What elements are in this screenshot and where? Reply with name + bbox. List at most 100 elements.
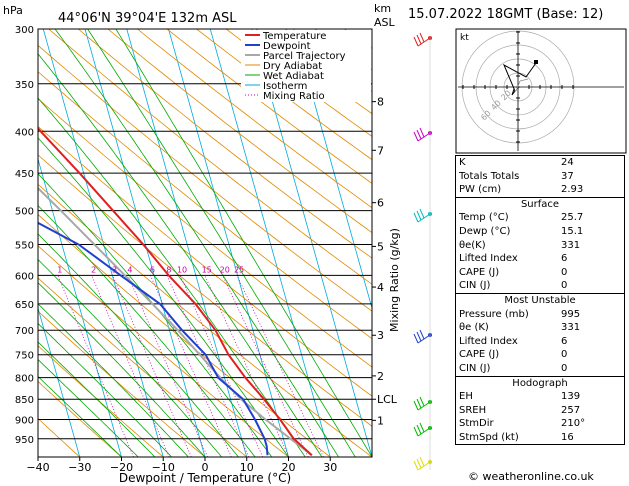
legend-dewpoint: Dewpoint — [263, 41, 311, 52]
wet-adiabat-line — [38, 233, 239, 457]
pressure-tick-label: 700 — [15, 326, 34, 337]
index-name: Totals Totals — [459, 170, 520, 182]
unstable-value: 0 — [561, 349, 568, 361]
surface-name: θe(K) — [459, 239, 486, 251]
mixing-ratio-line — [57, 275, 134, 457]
pressure-tick-label: 400 — [15, 127, 34, 138]
wet-adiabat-line — [38, 358, 139, 457]
surface-value: 0 — [561, 280, 568, 292]
x-tick-label: 0 — [202, 461, 209, 474]
mixing-ratio-label: 3 — [112, 265, 117, 274]
km-tick-label: 3 — [377, 329, 384, 342]
wind-barb-feather — [419, 127, 425, 138]
wind-barb-feather — [419, 456, 425, 467]
mixing-ratio-label: 20 — [220, 265, 230, 274]
isotherm-line — [42, 29, 164, 457]
hodo-row: EH 139 — [456, 390, 625, 404]
hodograph-title: Hodograph — [512, 377, 568, 389]
most-unstable-title: Most Unstable — [504, 294, 576, 306]
unstable-value: 0 — [561, 362, 568, 374]
unstable-value: 995 — [561, 308, 581, 320]
km-tick-label: 5 — [377, 240, 384, 253]
surface-row: CAPE (J) 0 — [456, 266, 625, 280]
hodograph-table: Hodograph EH 139 SREH 257 StmDir 210° StmSpd (… — [455, 375, 625, 446]
unstable-value: 6 — [561, 335, 568, 347]
location-label: 44°06'N 39°04'E 132m ASL — [58, 11, 237, 26]
wind-barb-feather — [413, 333, 419, 344]
hodo-name: SREH — [459, 404, 487, 416]
surface-name: Dewp (°C) — [459, 225, 511, 237]
wind-barb-feather — [416, 458, 422, 469]
km-tick-label: LCL — [377, 393, 398, 406]
wind-barb-feather — [419, 422, 425, 433]
mixing-ratio-axis-label: Mixing Ratio (g/kg) — [388, 228, 401, 332]
hodo-row: SREH 257 — [456, 404, 625, 418]
x-tick-label: 10 — [240, 461, 254, 474]
pressure-tick-label: 900 — [15, 416, 34, 427]
wind-barb-feather — [419, 329, 425, 340]
hodo-value: 257 — [561, 404, 581, 416]
wind-barb-feather — [416, 398, 422, 409]
mixing-ratio-line — [91, 275, 170, 457]
dry-adiabat-line — [38, 310, 206, 457]
surface-row: Temp (°C) 25.7 — [456, 211, 625, 225]
surface-value: 25.7 — [561, 212, 584, 224]
pressure-tick-label: 600 — [15, 271, 34, 282]
plot-area — [38, 29, 372, 457]
credit-label: © weatheronline.co.uk — [468, 470, 594, 483]
wind-barb-feather — [413, 36, 419, 47]
km-tick-label: 7 — [377, 144, 384, 157]
legend: Temperature Dewpoint Parcel Trajectory D… — [245, 31, 346, 102]
surface-value: 0 — [561, 266, 568, 278]
dry-adiabat-line — [196, 29, 372, 161]
hodo-name: StmSpd (kt) — [459, 431, 519, 443]
mixing-ratio-label: 8 — [166, 265, 171, 274]
surface-row: CIN (J) 0 — [456, 279, 625, 293]
isotherm-line — [84, 29, 206, 457]
hodograph-shear-vector — [515, 78, 529, 92]
mixing-ratio-line — [204, 275, 290, 457]
wet-adiabat-line — [38, 173, 273, 457]
legend-temperature: Temperature — [262, 31, 326, 42]
hodo-value: 139 — [561, 391, 581, 403]
wet-adiabat-line — [38, 322, 172, 457]
dry-adiabat-line — [38, 417, 81, 457]
index-name: PW (cm) — [459, 184, 502, 196]
indices-panel: K 24 Totals Totals 37 PW (cm) 2.93 Surface Te… — [455, 155, 625, 446]
hodo-row: StmSpd (kt) 16 — [456, 431, 625, 445]
unstable-row: Lifted Index 6 — [456, 335, 625, 349]
hodograph-kt-label: kt — [460, 33, 469, 43]
unstable-name: CIN (J) — [459, 362, 491, 374]
x-tick-label: 30 — [323, 461, 337, 474]
legend-mixing-ratio: Mixing Ratio — [263, 91, 325, 102]
pressure-tick-label: 300 — [15, 25, 34, 36]
legend-dry-adiabat: Dry Adiabat — [263, 61, 322, 72]
hodo-value: 16 — [561, 431, 574, 443]
surface-value: 331 — [561, 239, 581, 251]
x-tick-label: −20 — [110, 461, 133, 474]
surface-name: Temp (°C) — [459, 212, 509, 224]
km-tick-label: 1 — [377, 414, 384, 427]
dry-adiabat-line — [107, 29, 372, 234]
mixing-ratio-label: 1 — [57, 265, 62, 274]
wet-adiabat-line — [38, 303, 189, 457]
index-row: PW (cm) 2.93 — [456, 183, 625, 197]
mixing-ratio-line — [127, 275, 208, 457]
parcel-trajectory-line — [38, 186, 313, 456]
hodograph-trace — [502, 62, 537, 96]
dry-adiabat-line — [166, 29, 372, 184]
hodo-row: StmDir 210° — [456, 417, 625, 431]
surface-value: 6 — [561, 253, 568, 265]
mixing-ratio-label: 2 — [91, 265, 96, 274]
x-axis-label: Dewpoint / Temperature (°C) — [119, 471, 291, 485]
most-unstable-table: Most Unstable Pressure (mb) 995 θe (K) 331 L… — [455, 292, 625, 377]
x-tick-label: 20 — [282, 461, 296, 474]
index-value: 37 — [561, 170, 574, 182]
index-row: K 24 — [456, 156, 625, 170]
surface-name: Lifted Index — [459, 253, 518, 265]
mixing-ratio-label: 15 — [202, 265, 212, 274]
legend-wet-adiabat: Wet Adiabat — [263, 71, 324, 82]
hodograph-storm-motion — [534, 60, 538, 64]
dry-adiabat-line — [38, 380, 122, 457]
index-value: 2.93 — [561, 184, 584, 196]
